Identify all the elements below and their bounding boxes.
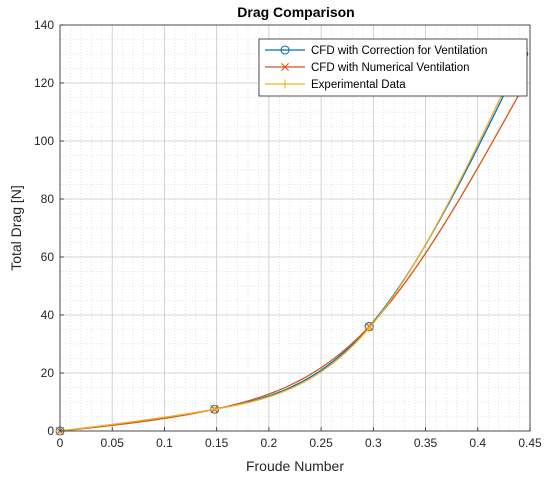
x-axis-label: Froude Number xyxy=(246,458,344,474)
x-tick-label: 0.05 xyxy=(101,436,125,450)
y-tick-label: 100 xyxy=(34,134,54,148)
series-line xyxy=(59,85,525,432)
x-axis-ticks: 0 0.05 0.1 0.15 0.2 0.25 0.3 0.35 0.4 0.45 xyxy=(57,427,542,450)
legend-entry: Experimental Data xyxy=(265,79,406,91)
x-tick-label: 0 xyxy=(57,436,64,450)
series-experimental-data xyxy=(55,43,529,436)
legend-label: CFD with Correction for Ventilation xyxy=(311,45,487,57)
plot-frame xyxy=(59,24,531,432)
x-tick-label: 0.35 xyxy=(414,436,438,450)
legend-marker xyxy=(280,45,290,55)
legend-label: CFD with Numerical Ventilation xyxy=(311,62,470,74)
x-tick-label: 0.25 xyxy=(309,436,333,450)
y-tick-label: 60 xyxy=(41,250,55,264)
y-tick-label: 120 xyxy=(34,76,54,90)
y-tick-label: 40 xyxy=(41,308,55,322)
y-tick-label: 80 xyxy=(41,192,55,206)
data-point-marker xyxy=(210,404,220,414)
x-tick-label: 0.15 xyxy=(205,436,229,450)
series-line xyxy=(59,47,525,432)
x-tick-label: 0.3 xyxy=(365,436,382,450)
y-tick-label: 20 xyxy=(41,366,55,380)
x-tick-label: 0.45 xyxy=(518,436,542,450)
y-axis-label: Total Drag [N] xyxy=(8,185,24,271)
series-cfd-with-numerical-ventilation xyxy=(56,81,528,435)
legend-entry: CFD with Correction for Ventilation xyxy=(265,45,487,57)
chart-title: Drag Comparison xyxy=(237,4,354,20)
y-axis-ticks: 0 20 40 60 80 100 120 140 xyxy=(34,18,64,438)
x-tick-label: 0.1 xyxy=(156,436,173,450)
legend-label: Experimental Data xyxy=(311,79,406,91)
series-layer xyxy=(55,43,529,436)
x-tick-label: 0.2 xyxy=(261,436,278,450)
y-tick-label: 0 xyxy=(47,424,54,438)
y-tick-label: 140 xyxy=(34,18,54,32)
legend-entry: CFD with Numerical Ventilation xyxy=(265,62,470,74)
legend: CFD with Correction for Ventilation CFD w… xyxy=(258,38,528,97)
data-point-marker xyxy=(364,323,374,333)
legend-marker xyxy=(281,63,289,71)
legend-marker xyxy=(280,79,290,89)
x-tick-label: 0.4 xyxy=(469,436,486,450)
